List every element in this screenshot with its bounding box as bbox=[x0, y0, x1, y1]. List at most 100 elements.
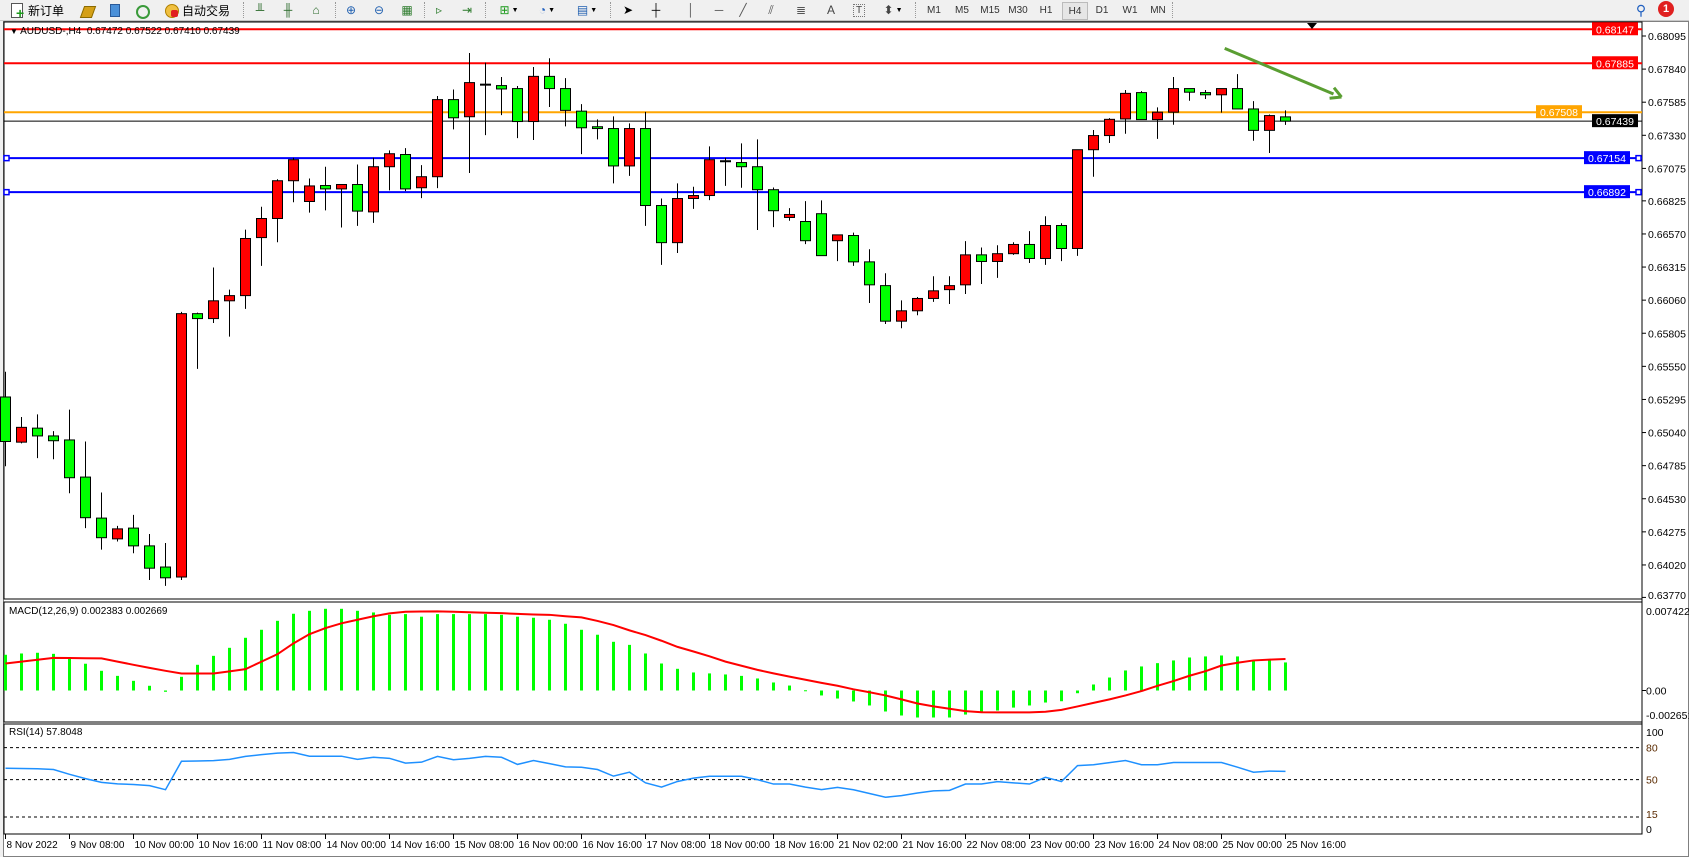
collapse-triangle-icon[interactable]: ▼ bbox=[10, 27, 21, 36]
macd-histogram-bar bbox=[276, 620, 279, 691]
text-button[interactable]: A bbox=[822, 1, 840, 19]
timeframe-h1[interactable]: H1 bbox=[1039, 4, 1053, 16]
macd-histogram-bar bbox=[580, 629, 583, 691]
vertical-line-button[interactable]: │ bbox=[682, 1, 700, 19]
macd-histogram-bar bbox=[148, 685, 151, 691]
candle bbox=[352, 183, 363, 212]
separator bbox=[485, 2, 487, 18]
new-order-button[interactable]: + 新订单 bbox=[4, 1, 70, 20]
chart-window[interactable] bbox=[3, 21, 1689, 857]
macd-histogram-bar bbox=[980, 690, 983, 712]
zoom-in-button[interactable]: ⊕ bbox=[342, 1, 360, 19]
separator bbox=[243, 2, 245, 18]
candle bbox=[64, 439, 75, 479]
price-tick-label: 0.66060 bbox=[1648, 295, 1686, 307]
candle bbox=[976, 254, 987, 262]
candle bbox=[128, 527, 139, 547]
candle bbox=[224, 295, 235, 302]
chart-shift-marker-icon[interactable] bbox=[1307, 23, 1317, 29]
autoscroll-button[interactable]: ⇥ bbox=[458, 1, 476, 19]
macd-histogram-bar bbox=[420, 616, 423, 691]
cursor-button[interactable]: ➤ bbox=[619, 1, 637, 19]
trend-arrow-line[interactable] bbox=[1224, 46, 1335, 96]
templates-button[interactable]: ▤ ▼ bbox=[572, 1, 602, 19]
time-tick-label: 9 Nov 08:00 bbox=[71, 840, 125, 851]
macd-histogram-bar bbox=[900, 690, 903, 716]
global-variables-button[interactable] bbox=[105, 1, 123, 19]
timeframe-d1[interactable]: D1 bbox=[1095, 4, 1109, 16]
timeframe-m30[interactable]: M30 bbox=[1008, 4, 1028, 16]
candle bbox=[464, 82, 475, 118]
fibonacci-button[interactable]: ≣ bbox=[792, 1, 810, 19]
macd-histogram-bar bbox=[932, 690, 935, 718]
timeframe-m15[interactable]: M15 bbox=[980, 4, 1000, 16]
zoom-out-button[interactable]: ⊖ bbox=[370, 1, 388, 19]
macd-histogram-bar bbox=[692, 672, 695, 691]
candle bbox=[832, 234, 843, 242]
macd-histogram-bar bbox=[196, 664, 199, 691]
bar-chart-button[interactable]: ╨ bbox=[251, 1, 269, 19]
candlestick-button[interactable]: ╫ bbox=[279, 1, 297, 19]
timeframe-h4[interactable]: H4 bbox=[1062, 2, 1088, 20]
chevron-down-icon: ▼ bbox=[511, 6, 519, 14]
macd-histogram-bar bbox=[1268, 660, 1271, 691]
text-label-button[interactable]: T bbox=[850, 1, 868, 19]
macd-histogram-bar bbox=[612, 641, 615, 691]
auto-trading-button[interactable]: 自动交易 bbox=[157, 1, 237, 19]
macd-histogram-bar bbox=[500, 614, 503, 691]
macd-histogram-bar bbox=[308, 610, 311, 691]
search-icon: ⚲ bbox=[1635, 1, 1647, 18]
rsi-header: RSI(14) 57.8048 bbox=[9, 727, 83, 738]
timeframe-mn[interactable]: MN bbox=[1150, 4, 1166, 16]
horizontal-line-button[interactable]: ─ bbox=[710, 1, 728, 19]
price-marker-box bbox=[1592, 22, 1638, 36]
candle bbox=[176, 313, 187, 578]
candle bbox=[608, 128, 619, 167]
text-icon: A bbox=[826, 3, 835, 17]
price-tick-label: 0.67840 bbox=[1648, 64, 1686, 76]
price-tick-label: 0.65550 bbox=[1648, 361, 1686, 373]
time-tick-label: 10 Nov 00:00 bbox=[135, 840, 195, 851]
line-handle[interactable] bbox=[1635, 188, 1642, 196]
search-button[interactable]: ⚲ bbox=[1632, 1, 1650, 19]
price-marker-box bbox=[1584, 151, 1630, 165]
macd-histogram-bar bbox=[1060, 690, 1063, 702]
periods-button[interactable]: ◔ ▼ bbox=[532, 1, 562, 19]
arrows-button[interactable]: ⬍ ▼ bbox=[878, 1, 908, 19]
timeframe-w1[interactable]: W1 bbox=[1122, 4, 1138, 16]
timeframe-m5[interactable]: M5 bbox=[955, 4, 969, 16]
crosshair-button[interactable]: ┼ bbox=[647, 1, 665, 19]
candle bbox=[640, 128, 651, 207]
equidistant-channel-button[interactable]: ⫽ bbox=[762, 1, 780, 19]
trend-arrow-head-icon[interactable] bbox=[1329, 86, 1343, 100]
line-handle[interactable] bbox=[3, 154, 10, 162]
candle bbox=[1168, 88, 1179, 113]
indicators-button[interactable]: ⊞ ▼ bbox=[494, 1, 524, 19]
line-handle[interactable] bbox=[3, 188, 10, 196]
line-handle[interactable] bbox=[1635, 154, 1642, 162]
price-marker-label: 0.67154 bbox=[1588, 153, 1626, 165]
notification-icon[interactable]: 1 bbox=[1658, 1, 1674, 17]
price-marker-box bbox=[1536, 105, 1582, 119]
chart-shift-button[interactable]: ▹ bbox=[430, 1, 448, 19]
timeframe-m1[interactable]: M1 bbox=[927, 4, 941, 16]
line-chart-button[interactable]: ⌂ bbox=[307, 1, 325, 19]
price-tick-label: 0.63770 bbox=[1648, 590, 1686, 602]
candle bbox=[48, 435, 59, 442]
macd-histogram-bar bbox=[1012, 690, 1015, 708]
candle bbox=[112, 528, 123, 540]
trendline-button[interactable]: ╱ bbox=[734, 1, 752, 19]
time-tick-label: 10 Nov 16:00 bbox=[199, 840, 259, 851]
candle bbox=[624, 128, 635, 167]
candle bbox=[1024, 243, 1035, 259]
signals-button[interactable] bbox=[132, 1, 150, 19]
macd-histogram-bar bbox=[292, 613, 295, 691]
candle bbox=[816, 213, 827, 257]
price-tick-label: 0.65295 bbox=[1648, 394, 1686, 406]
tile-windows-button[interactable]: ▦ bbox=[398, 1, 416, 19]
time-tick-label: 15 Nov 08:00 bbox=[455, 840, 515, 851]
macd-histogram-bar bbox=[356, 610, 359, 691]
macd-histogram-bar bbox=[1188, 657, 1191, 691]
indicators-icon: ⊞ bbox=[499, 3, 510, 17]
